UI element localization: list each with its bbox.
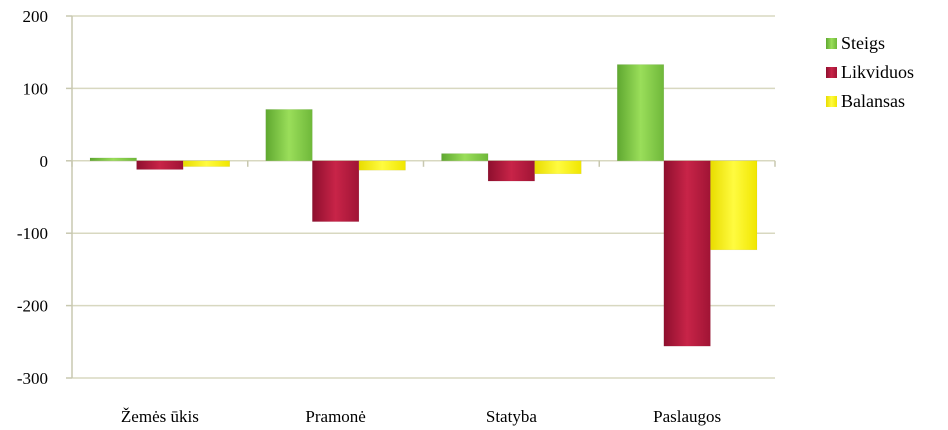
- y-tick-label: 200: [23, 7, 49, 26]
- legend-swatch-steigs: [826, 38, 837, 49]
- y-tick-label: 0: [40, 152, 49, 171]
- bar-balansas: [710, 160, 758, 251]
- bar-likviduos: [136, 160, 184, 170]
- legend-swatch-balansas: [826, 96, 837, 107]
- bar-steigs: [89, 157, 137, 162]
- bar-likviduos: [663, 160, 711, 347]
- x-tick-label: Žemės ūkis: [121, 407, 199, 426]
- legend-label: Likviduos: [841, 62, 914, 82]
- bar-steigs: [265, 109, 313, 162]
- bar-likviduos: [487, 160, 535, 182]
- bar-balansas: [358, 160, 406, 171]
- y-tick-label: -200: [17, 297, 48, 316]
- legend-label: Balansas: [841, 91, 905, 111]
- x-tick-label: Pramonė: [305, 407, 365, 426]
- bar-steigs: [617, 64, 665, 162]
- x-tick-label: Paslaugos: [653, 407, 721, 426]
- legend: Steigs Likviduos Balansas: [826, 33, 914, 111]
- axes: [66, 15, 776, 379]
- x-tick-label: Statyba: [486, 407, 537, 426]
- bar-balansas: [182, 160, 231, 167]
- tick-labels: 200 100 0 -100 -200 -300 Žemės ūkis Pramonė Stat…: [17, 7, 721, 426]
- bar-steigs: [441, 153, 489, 162]
- legend-label: Steigs: [841, 33, 885, 53]
- y-tick-label: -100: [17, 224, 48, 243]
- bar-balansas: [534, 160, 582, 175]
- bars: [89, 64, 758, 347]
- y-tick-label: 100: [23, 79, 49, 98]
- legend-swatch-likviduos: [826, 67, 837, 78]
- y-tick-label: -300: [17, 369, 48, 388]
- bar-likviduos: [312, 160, 360, 222]
